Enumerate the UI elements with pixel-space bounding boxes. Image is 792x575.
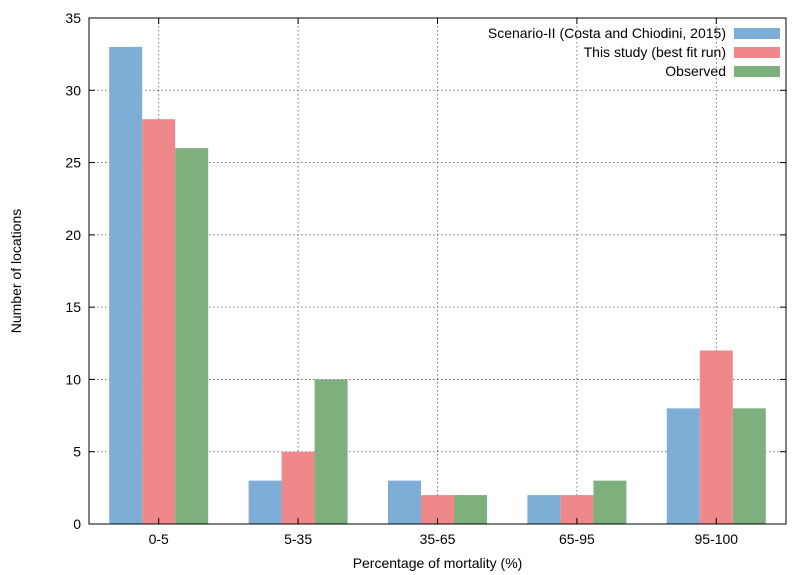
y-tick-label: 10: [65, 371, 81, 387]
bar-0-95-100: [666, 408, 700, 524]
y-tick-label: 35: [65, 10, 81, 26]
legend-label: This study (best fit run): [584, 44, 726, 60]
bar-2-5-35: [314, 379, 348, 524]
y-tick-label: 5: [73, 444, 81, 460]
legend: Scenario-II (Costa and Chiodini, 2015) Th…: [488, 25, 780, 79]
bar-1-95-100: [699, 350, 733, 524]
bar-0-5-35: [248, 480, 282, 524]
bar-2-95-100: [732, 408, 766, 524]
bar-0-0-5: [109, 46, 143, 525]
y-tick-label: 0: [73, 516, 81, 532]
legend-swatch: [734, 66, 780, 77]
x-tick-label: 35-65: [420, 531, 456, 547]
y-tick-label: 30: [65, 82, 81, 98]
x-tick-label: 65-95: [559, 531, 595, 547]
bars: [109, 46, 766, 525]
bar-1-5-35: [281, 451, 315, 524]
x-axis-title: Percentage of mortality (%): [353, 555, 523, 571]
bar-2-0-5: [175, 148, 209, 524]
legend-label: Observed: [665, 63, 726, 79]
axis-ticks: 0 5 10 15 20 25 30 35 0-5 5-35 35-65 65-95 95-100: [65, 10, 786, 547]
y-tick-label: 15: [65, 299, 81, 315]
bar-2-65-95: [593, 480, 627, 524]
y-tick-label: 25: [65, 155, 81, 171]
y-axis-title: Number of locations: [8, 209, 24, 334]
x-tick-label: 0-5: [149, 531, 169, 547]
x-tick-label: 95-100: [695, 531, 739, 547]
y-tick-label: 20: [65, 227, 81, 243]
legend-swatch: [734, 28, 780, 39]
x-tick-label: 5-35: [284, 531, 312, 547]
bar-1-0-5: [142, 119, 176, 524]
bar-0-65-95: [527, 495, 561, 524]
legend-label: Scenario-II (Costa and Chiodini, 2015): [488, 25, 726, 41]
bar-0-35-65: [388, 480, 421, 524]
legend-swatch: [734, 47, 780, 58]
bar-2-35-65: [454, 495, 487, 524]
